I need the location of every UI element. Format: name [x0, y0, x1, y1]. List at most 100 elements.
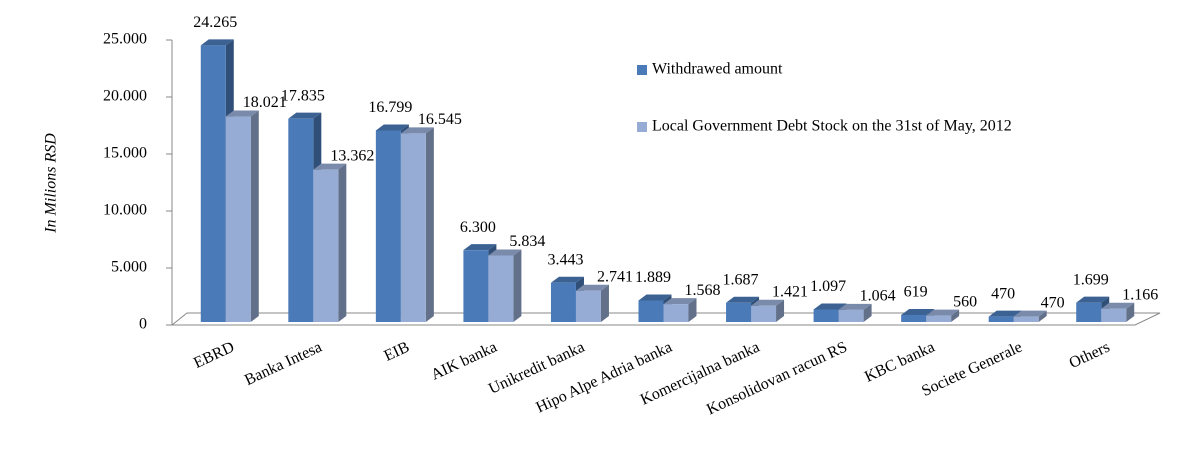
bar — [1101, 302, 1135, 322]
y-tick-label: 25.000 — [103, 31, 147, 48]
bar-front — [575, 290, 601, 322]
bar — [313, 163, 347, 322]
bar-front — [988, 316, 1014, 322]
bar-front — [926, 315, 952, 322]
legend-label: Local Government Debt Stock on the 31st … — [652, 118, 1012, 135]
bar-side — [951, 309, 960, 322]
x-tick-label: Konsolidovan racun RS — [704, 339, 850, 419]
bar-top — [988, 310, 1022, 317]
value-label: 1.064 — [860, 288, 896, 305]
value-label: 1.097 — [810, 278, 846, 295]
value-label: 6.300 — [460, 219, 496, 236]
bar-side — [776, 299, 785, 322]
bar-top — [400, 127, 434, 134]
floor — [170, 312, 1161, 326]
bar-top — [288, 112, 322, 119]
x-tick-label: EBRD — [191, 339, 237, 372]
value-label: 470 — [1041, 294, 1065, 311]
bar-front — [488, 255, 514, 322]
bar-front — [663, 304, 689, 322]
bar-top — [1101, 302, 1135, 309]
value-label: 470 — [991, 285, 1015, 302]
y-tick-label: 15.000 — [103, 145, 147, 162]
bar-side — [600, 284, 609, 322]
value-label: 18.021 — [243, 94, 287, 111]
bar-front — [288, 118, 314, 322]
bar-front — [813, 309, 839, 322]
value-label: 1.889 — [635, 269, 671, 286]
bar-top — [751, 299, 785, 306]
value-label: 16.799 — [368, 99, 412, 116]
legend-swatch — [637, 122, 647, 132]
value-label: 3.443 — [547, 251, 583, 268]
bar-front — [638, 300, 664, 322]
bar-top — [488, 249, 522, 256]
bar-front — [838, 309, 864, 322]
bar-front — [313, 169, 339, 322]
value-label: 1.699 — [1073, 271, 1109, 288]
bar-top — [813, 303, 847, 310]
bar — [575, 284, 609, 322]
y-axis-label: In Milions RSD — [43, 133, 60, 234]
bar-top — [550, 276, 584, 283]
x-tick-label: EIB — [382, 339, 413, 365]
bar — [225, 110, 259, 322]
bar-front — [1076, 302, 1102, 322]
bar-top — [575, 284, 609, 291]
bar-front — [1013, 316, 1039, 322]
value-label: 13.362 — [330, 147, 374, 164]
bar-top — [313, 163, 347, 170]
bar — [1013, 310, 1047, 322]
bar-top — [926, 309, 960, 316]
value-label: 560 — [953, 293, 977, 310]
value-label: 1.568 — [685, 282, 721, 299]
bar-front — [225, 116, 251, 322]
bar-front — [901, 314, 927, 322]
bar-top — [638, 294, 672, 301]
bar-side — [1126, 302, 1135, 322]
y-tick-label: 20.000 — [103, 88, 147, 105]
value-label: 24.265 — [193, 14, 237, 31]
bar-top — [463, 244, 497, 251]
value-label: 619 — [904, 284, 928, 301]
bar-top — [375, 124, 409, 131]
bar-front — [550, 282, 576, 322]
bar — [200, 39, 234, 323]
value-label: 17.835 — [281, 87, 325, 104]
bar-front — [400, 133, 426, 322]
x-tick-label: Banka Intesa — [242, 339, 324, 390]
x-tick-label: AIK banka — [428, 339, 499, 384]
bar-top — [1076, 296, 1110, 303]
bar — [400, 127, 434, 323]
value-label: 5.834 — [509, 233, 545, 250]
bar-front — [463, 250, 489, 322]
value-label: 16.545 — [418, 111, 462, 128]
bar-front — [726, 302, 752, 322]
bar-side — [863, 303, 872, 322]
bar-front — [1101, 308, 1127, 322]
bar — [838, 303, 872, 322]
bar-top — [663, 298, 697, 305]
bar-front — [200, 45, 226, 323]
bar-top — [726, 296, 760, 303]
legend-swatch — [637, 65, 647, 75]
bar — [663, 298, 697, 322]
value-label: 1.687 — [723, 271, 759, 288]
y-tick-label: 10.000 — [103, 202, 147, 219]
bar — [488, 249, 522, 322]
bar-side — [338, 163, 347, 322]
x-tick-label: KBC banka — [862, 339, 937, 386]
bar-top — [225, 110, 259, 117]
value-label: 2.741 — [597, 268, 633, 285]
bar-top — [901, 308, 935, 315]
x-tick-label: Societe Generale — [919, 339, 1025, 400]
bar-top — [838, 303, 872, 310]
bar-side — [425, 127, 434, 323]
bar — [751, 299, 785, 322]
legend-label: Withdrawed amount — [652, 61, 783, 78]
bar-side — [513, 249, 522, 322]
bar-top — [1013, 310, 1047, 317]
y-tick-label: 5.000 — [111, 259, 147, 276]
bar-top — [200, 39, 234, 46]
